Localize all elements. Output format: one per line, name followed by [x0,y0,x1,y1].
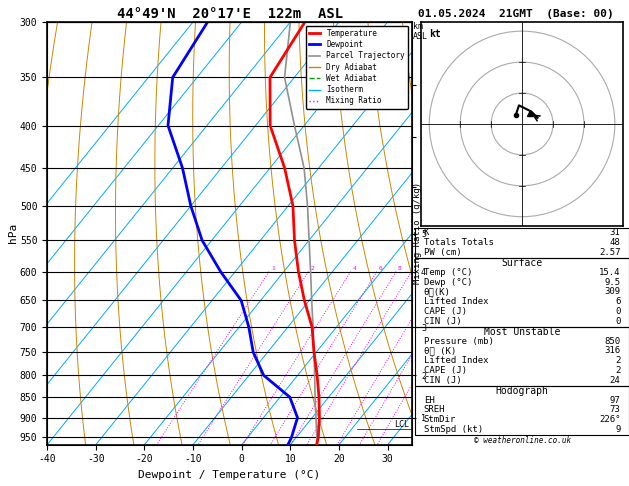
Text: 9.5: 9.5 [604,278,620,287]
Text: 316: 316 [604,347,620,355]
Text: Mixing Ratio (g/kg): Mixing Ratio (g/kg) [413,182,422,284]
Text: Lifted Index: Lifted Index [424,356,488,365]
Text: 15.4: 15.4 [599,268,620,277]
Text: CIN (J): CIN (J) [424,317,461,326]
Text: 31: 31 [610,228,620,238]
X-axis label: Dewpoint / Temperature (°C): Dewpoint / Temperature (°C) [138,470,321,480]
Text: CAPE (J): CAPE (J) [424,307,467,316]
Y-axis label: hPa: hPa [8,223,18,243]
Text: km
ASL: km ASL [413,22,428,41]
Text: © weatheronline.co.uk: © weatheronline.co.uk [474,436,571,445]
Bar [415,228,629,258]
Text: EH: EH [424,396,435,404]
Text: 6: 6 [615,297,620,306]
Text: 0: 0 [615,317,620,326]
Text: 2.57: 2.57 [599,248,620,257]
Title: 44°49'N  20°17'E  122m  ASL: 44°49'N 20°17'E 122m ASL [116,7,343,21]
Text: 850: 850 [604,336,620,346]
Text: Hodograph: Hodograph [496,386,548,396]
Text: 0: 0 [615,307,620,316]
Text: 48: 48 [610,238,620,247]
Text: StmSpd (kt): StmSpd (kt) [424,425,483,434]
Text: Most Unstable: Most Unstable [484,327,560,337]
Text: K: K [424,228,429,238]
Text: 8: 8 [398,265,402,271]
Text: 01.05.2024  21GMT  (Base: 00): 01.05.2024 21GMT (Base: 00) [418,9,614,19]
Bar [415,386,629,435]
Text: SREH: SREH [424,405,445,415]
Text: Pressure (mb): Pressure (mb) [424,336,494,346]
Text: 309: 309 [604,287,620,296]
Text: Surface: Surface [501,258,543,268]
Text: 2: 2 [615,366,620,375]
Text: StmDir: StmDir [424,415,456,424]
Text: 4: 4 [353,265,357,271]
Text: CIN (J): CIN (J) [424,376,461,385]
Text: Totals Totals: Totals Totals [424,238,494,247]
Text: 226°: 226° [599,415,620,424]
Text: PW (cm): PW (cm) [424,248,461,257]
Text: 6: 6 [379,265,382,271]
Bar [415,327,629,386]
Text: 1: 1 [271,265,275,271]
Legend: Temperature, Dewpoint, Parcel Trajectory, Dry Adiabat, Wet Adiabat, Isotherm, Mi: Temperature, Dewpoint, Parcel Trajectory… [306,26,408,108]
Text: 97: 97 [610,396,620,404]
Text: 2: 2 [310,265,314,271]
Text: Lifted Index: Lifted Index [424,297,488,306]
Text: Dewp (°C): Dewp (°C) [424,278,472,287]
Text: CAPE (J): CAPE (J) [424,366,467,375]
Text: 24: 24 [610,376,620,385]
Text: 73: 73 [610,405,620,415]
Text: θᴇ (K): θᴇ (K) [424,347,456,355]
Text: Temp (°C): Temp (°C) [424,268,472,277]
Text: kt: kt [429,29,441,39]
Text: 2: 2 [615,356,620,365]
Text: 9: 9 [615,425,620,434]
Bar [415,258,629,327]
Text: θᴇ(K): θᴇ(K) [424,287,450,296]
Text: LCL: LCL [394,420,409,429]
